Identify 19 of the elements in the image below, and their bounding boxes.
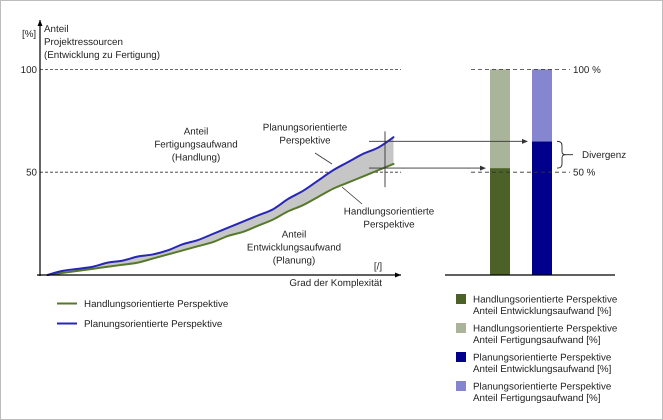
legend-label: Handlungsorientierte Perspektive Anteil Fertigungsaufwand [%]	[473, 324, 618, 346]
y-tick-label: 50	[26, 168, 38, 179]
ref-line-label: 100 %	[573, 64, 602, 76]
annotation: Anteil Entwicklungsaufwand (Planung)	[246, 230, 342, 266]
x-axis-title: Grad der Komplexität	[289, 278, 382, 289]
text: [%]	[22, 29, 36, 40]
annotation: Anteil Fertigungsaufwand (Handlung)	[154, 126, 238, 164]
legend-label: Planungsorientierte Perspektive	[84, 319, 223, 330]
y-tick-label: 100	[20, 64, 38, 76]
annotation: Handlungsorientierte Perspektive	[344, 206, 435, 230]
legend-label: Handlungsorientierte Perspektive	[84, 299, 229, 310]
legend-label: Planungsorientierte Perspektive Anteil Entwicklungsaufwand [%]	[473, 352, 612, 375]
text: Divergenz	[582, 150, 626, 162]
legend-label: Handlungsorientierte Perspektive Anteil Entwicklungsaufwand [%]	[473, 294, 618, 317]
annotation: [/]	[374, 262, 382, 272]
ref-line-label: 50 %	[573, 168, 596, 179]
legend-label: Planungsorientierte Perspektive Anteil Fertigungsaufwand [%]	[473, 382, 612, 404]
y-axis-title: Anteil Projektressourcen (Entwicklung zu Fertigung)	[44, 24, 160, 61]
annotation: Planungsorientierte Perspektive	[262, 122, 348, 146]
